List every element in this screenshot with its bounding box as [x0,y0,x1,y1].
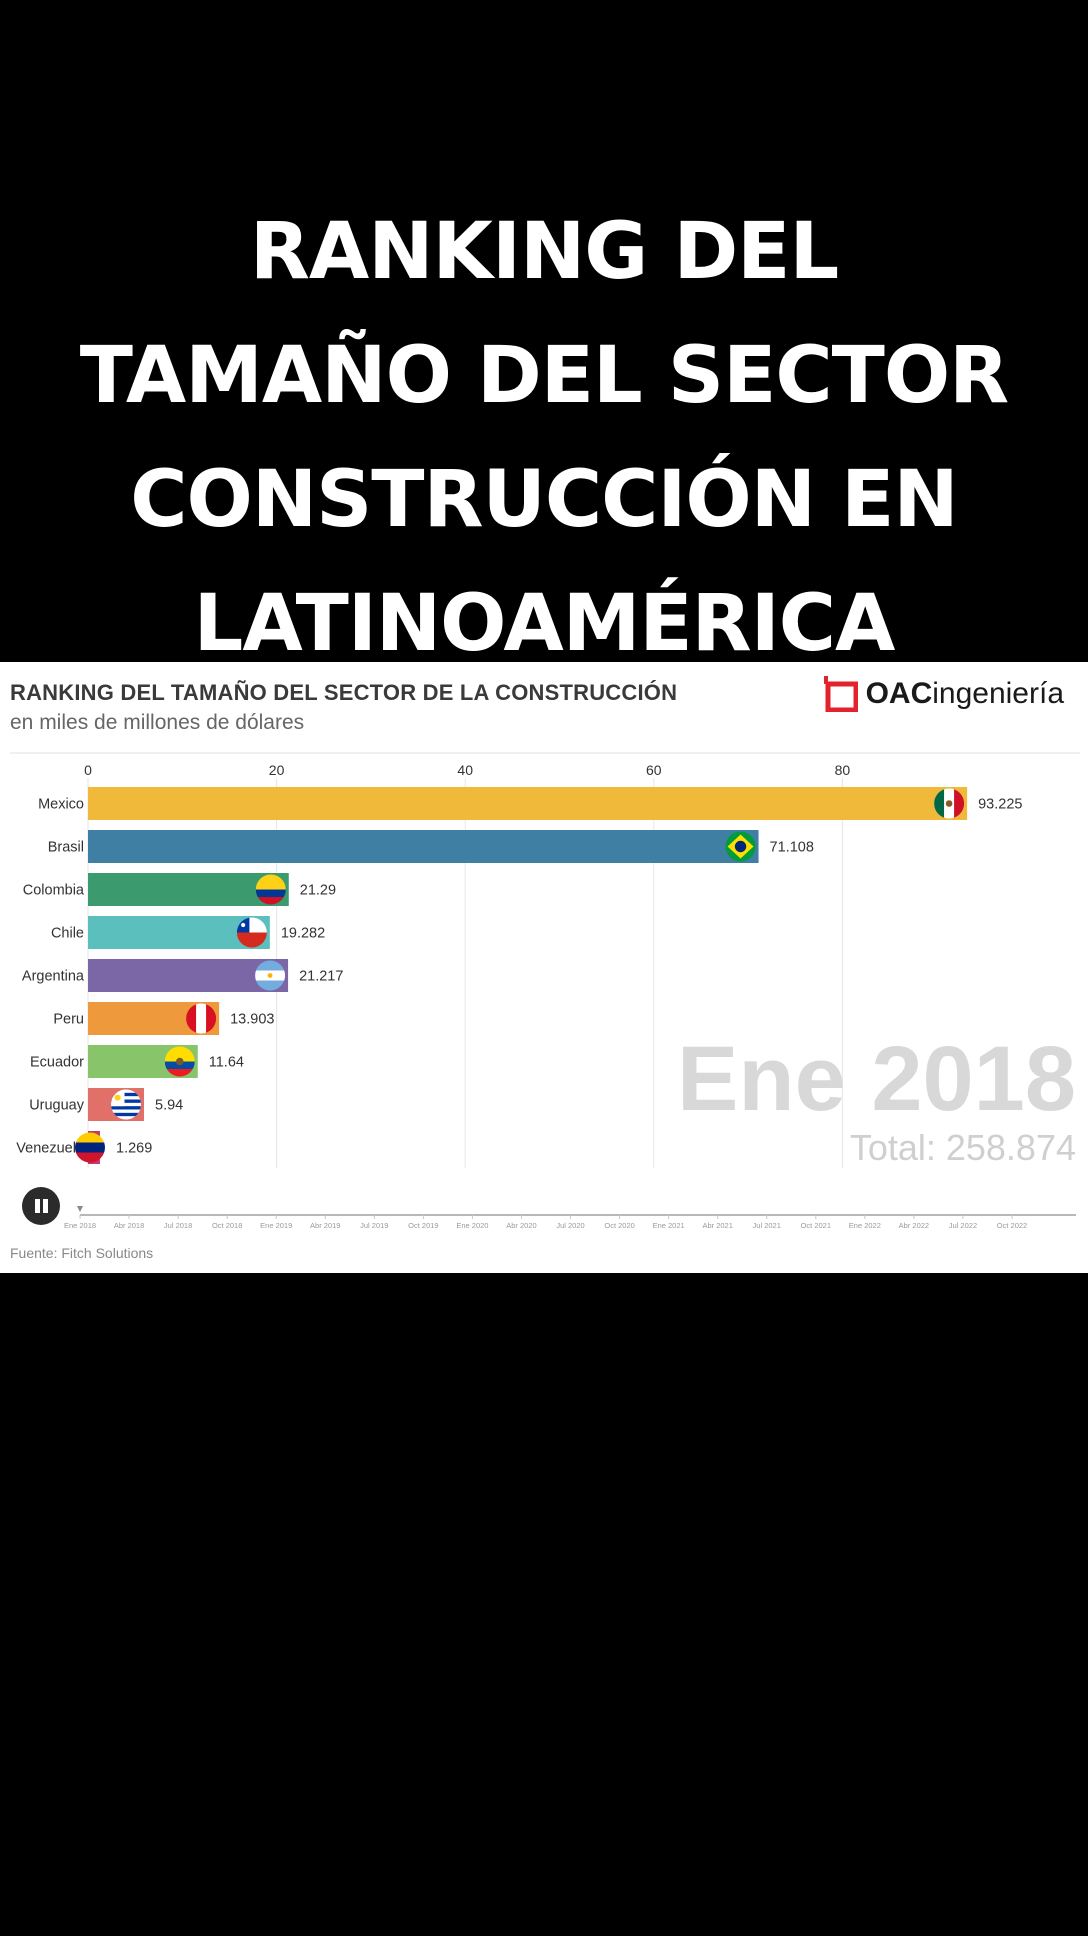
chart-panel: 0 20 40 60 80 Ene 2018 Total: 258.874 Mexico 93.… [0,662,1088,1273]
x-tick-label: 60 [646,762,662,778]
timeline-tick-label: Jul 2018 [164,1221,192,1230]
value-label: 21.217 [299,969,343,985]
timeline-tick-label: Jul 2020 [556,1221,584,1230]
brazil-flag-icon [725,831,756,862]
headline: RANKING DEL TAMAÑO DEL SECTOR CONSTRUCCI… [0,190,1088,686]
venezuela-flag-icon [75,1132,105,1163]
brand-name: OACingeniería [866,677,1064,711]
category-label: Ecuador [30,1055,84,1071]
timeline-tick-label: Jul 2022 [949,1221,977,1230]
chart-subtitle: en miles de millones de dólares [10,711,305,734]
timeline-tick-label: Oct 2019 [408,1221,438,1230]
headline-line-3: CONSTRUCCIÓN EN [130,455,958,545]
mexico-flag-icon [934,788,965,819]
category-label: Brasil [48,840,84,856]
timeline-tick-label: Oct 2021 [801,1221,831,1230]
timeline-tick-label: Oct 2020 [604,1221,634,1230]
value-label: 19.282 [281,926,325,942]
category-label: Mexico [38,797,84,813]
timeline-tick-label: Ene 2019 [260,1221,292,1230]
source-note: Fuente: Fitch Solutions [10,1245,154,1261]
headline-line-1: RANKING DEL [249,207,839,297]
bar [88,830,759,863]
headline-line-2: TAMAÑO DEL SECTOR [79,331,1009,421]
category-label: Uruguay [29,1098,85,1114]
total-label: Total: 258.874 [850,1127,1076,1168]
category-label: Peru [53,1012,84,1028]
pause-button[interactable] [22,1187,60,1225]
category-label: Venezuela [16,1141,85,1157]
timeline-tick-label: Ene 2020 [456,1221,488,1230]
brand-name-rest: ingeniería [932,677,1064,710]
timeline-tick-label: Abr 2018 [114,1221,144,1230]
timeline-tick-label: Ene 2018 [64,1221,96,1230]
x-tick-label: 80 [835,762,851,778]
timeline-tick-label: Jul 2019 [360,1221,388,1230]
value-label: 5.94 [155,1098,183,1114]
brand-logo: OACingeniería [823,676,1064,713]
period-label: Ene 2018 [677,1028,1076,1130]
x-tick-label: 40 [457,762,473,778]
category-label: Chile [51,926,84,942]
timeline-tick-label: Ene 2021 [653,1221,685,1230]
category-label: Argentina [22,969,85,985]
timeline-tick-label: Ene 2022 [849,1221,881,1230]
value-label: 21.29 [300,883,336,899]
x-tick-label: 20 [269,762,285,778]
value-label: 93.225 [978,797,1022,813]
colombia-flag-icon [255,874,286,905]
timeline-tick-label: Abr 2020 [506,1221,536,1230]
ecuador-flag-icon [164,1046,195,1077]
timeline-tick-label: Oct 2022 [997,1221,1027,1230]
timeline-tick-label: Oct 2018 [212,1221,242,1230]
value-label: 71.108 [770,840,814,856]
uruguay-flag-icon [111,1089,142,1120]
value-label: 11.64 [209,1055,244,1071]
timeline-tick-label: Abr 2022 [899,1221,929,1230]
peru-flag-icon [186,1003,217,1034]
category-label: Colombia [23,883,85,899]
bar [88,959,289,992]
argentina-flag-icon [255,960,286,991]
brand-name-bold: OAC [865,677,933,710]
bar [88,873,289,906]
headline-line-4: LATINOAMÉRICA [193,579,896,669]
timeline-handle[interactable] [77,1206,83,1212]
bar [88,787,968,820]
timeline-tick-label: Jul 2021 [753,1221,781,1230]
chile-flag-icon [236,917,267,948]
logo-mark-icon [823,676,859,713]
value-label: 13.903 [230,1012,274,1028]
timeline-tick-label: Abr 2021 [702,1221,732,1230]
value-label: 1.269 [116,1141,152,1157]
timeline-tick-label: Abr 2019 [310,1221,340,1230]
x-tick-label: 0 [84,762,92,778]
chart-title: RANKING DEL TAMAÑO DEL SECTOR DE LA CONS… [10,680,678,705]
